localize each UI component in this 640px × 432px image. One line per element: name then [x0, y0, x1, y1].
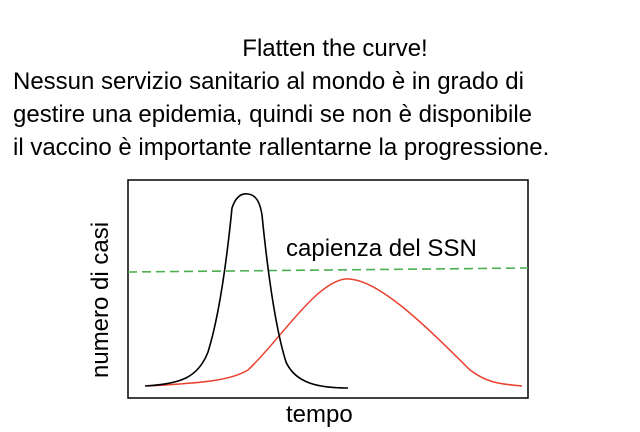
unmitigated-curve [144, 193, 349, 389]
heading-title: Flatten the curve! [242, 35, 428, 62]
capacity-line [127, 267, 529, 273]
capacity-label: capienza del SSN [286, 235, 477, 262]
mitigated-curve [147, 278, 523, 387]
heading-line-1: Nessun servizio sanitario al mondo è in … [13, 68, 524, 95]
y-axis-label: numero di casi [87, 222, 114, 378]
heading-line-3: il vaccino è importante rallentarne la p… [13, 134, 550, 161]
x-axis-label: tempo [286, 401, 353, 428]
heading-line-2: gestire una epidemia, quindi se non è di… [13, 101, 533, 128]
plot-frame [127, 179, 529, 399]
